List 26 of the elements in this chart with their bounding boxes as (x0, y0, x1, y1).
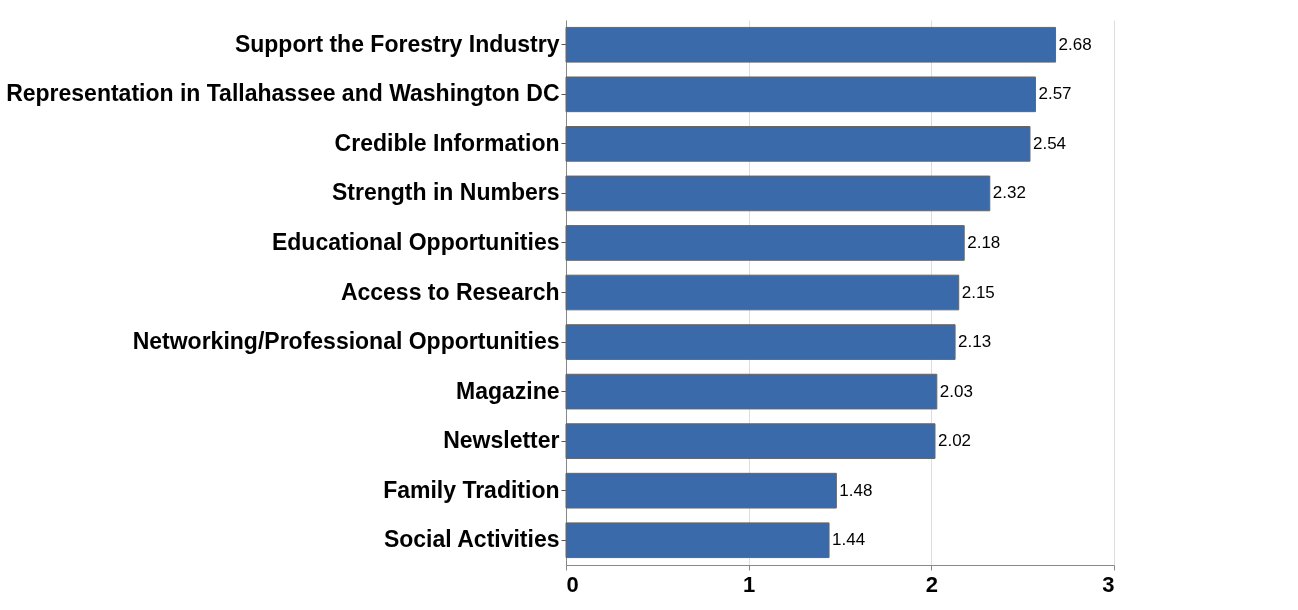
y-tick-label: Representation in Tallahassee and Washington DC (6, 80, 560, 107)
data-label: 2.02 (937, 431, 972, 451)
y-tick-label: Family Tradition (383, 476, 560, 503)
data-label: 1.44 (832, 530, 866, 550)
data-label: 2.03 (939, 381, 973, 401)
y-tick-label: Networking/Professional Opportunities (132, 328, 560, 355)
y-tick-label: Social Activities (383, 526, 560, 553)
data-label: 2.68 (1058, 34, 1092, 54)
x-tick-label: 1 (743, 571, 756, 597)
data-label: 2.57 (1038, 84, 1072, 104)
data-label: 2.15 (961, 282, 995, 302)
x-tick-label: 3 (1102, 571, 1115, 597)
y-tick-label: Access to Research (340, 278, 560, 305)
x-tick-label: 0 (566, 571, 579, 597)
y-tick-label: Support the Forestry Industry (234, 30, 560, 57)
y-tick-label: Newsletter (443, 427, 560, 454)
y-tick-label: Educational Opportunities (271, 228, 560, 255)
y-tick-label: Strength in Numbers (332, 179, 560, 206)
data-label: 1.48 (839, 480, 873, 500)
data-label: 2.54 (1032, 133, 1067, 153)
data-label: 2.18 (967, 232, 1001, 252)
y-tick-label: Credible Information (334, 129, 560, 156)
data-label: 2.13 (958, 332, 992, 352)
data-label: 2.32 (992, 183, 1026, 203)
x-tick-label: 2 (925, 571, 938, 597)
y-tick-label: Magazine (455, 377, 560, 404)
